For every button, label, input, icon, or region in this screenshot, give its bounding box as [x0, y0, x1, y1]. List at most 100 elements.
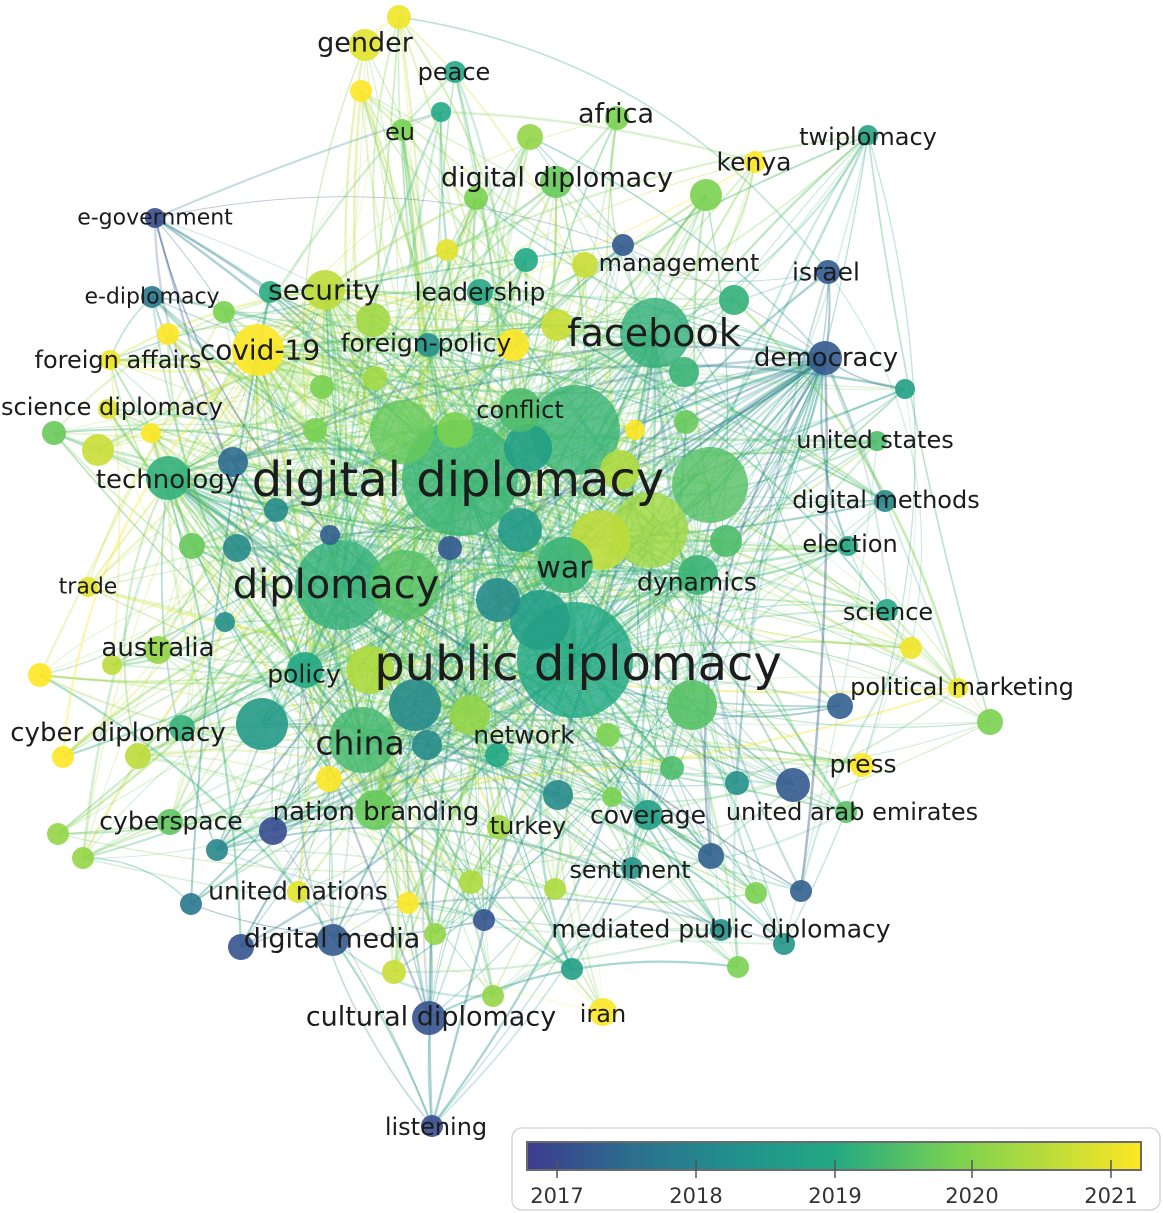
network-node[interactable] — [169, 715, 195, 741]
network-node[interactable] — [498, 508, 542, 552]
network-node[interactable] — [397, 892, 419, 914]
network-node[interactable] — [436, 239, 458, 261]
network-node[interactable] — [320, 525, 340, 545]
network-node[interactable] — [303, 418, 327, 442]
node-cyber-diplomacy[interactable] — [125, 743, 151, 769]
node-cultural-diplomacy[interactable] — [412, 1001, 446, 1035]
node-press[interactable] — [850, 753, 874, 777]
network-node[interactable] — [895, 379, 915, 399]
network-node[interactable] — [602, 787, 622, 807]
network-node[interactable] — [625, 420, 645, 440]
network-node[interactable] — [476, 578, 520, 622]
network-node[interactable] — [667, 680, 717, 730]
network-node[interactable] — [228, 934, 254, 960]
network-node[interactable] — [389, 679, 441, 731]
node-covid-19[interactable] — [232, 324, 284, 376]
network-node[interactable] — [346, 646, 394, 694]
node-democracy[interactable] — [808, 341, 842, 375]
network-node[interactable] — [776, 768, 810, 802]
network-node[interactable] — [28, 663, 52, 687]
network-node[interactable] — [72, 847, 94, 869]
node-turkey[interactable] — [487, 815, 511, 839]
network-node[interactable] — [827, 693, 853, 719]
network-node[interactable] — [719, 285, 749, 315]
node-science[interactable] — [876, 599, 898, 621]
network-node[interactable] — [473, 909, 495, 931]
node-election[interactable] — [838, 536, 858, 556]
network-node[interactable] — [370, 550, 440, 620]
network-node[interactable] — [698, 843, 724, 869]
network-node[interactable] — [510, 590, 570, 650]
node-digital-media[interactable] — [317, 924, 349, 956]
node-united-nations[interactable] — [287, 881, 309, 903]
node-eu[interactable] — [391, 119, 413, 141]
network-node[interactable] — [482, 985, 504, 1007]
node-network[interactable] — [450, 695, 490, 735]
node-management[interactable] — [572, 252, 598, 278]
node-security[interactable] — [305, 270, 345, 310]
node-foreign-policy[interactable] — [416, 333, 440, 357]
network-node[interactable] — [259, 817, 287, 845]
network-node[interactable] — [790, 880, 812, 902]
network-node[interactable] — [612, 234, 634, 256]
network-node[interactable] — [236, 698, 288, 750]
node-political-marketing[interactable] — [948, 678, 968, 698]
network-node[interactable] — [47, 823, 69, 845]
network-node[interactable] — [206, 839, 228, 861]
network-node[interactable] — [82, 434, 114, 466]
network-node[interactable] — [223, 534, 251, 562]
network-node[interactable] — [459, 870, 483, 894]
network-node[interactable] — [437, 412, 473, 448]
node-iran[interactable] — [589, 998, 617, 1026]
node-cyberspace[interactable] — [157, 809, 183, 835]
network-node[interactable] — [424, 923, 446, 945]
network-node[interactable] — [669, 357, 699, 387]
network-node[interactable] — [179, 533, 205, 559]
node-science-diplomacy[interactable] — [98, 399, 118, 419]
node-australia[interactable] — [144, 636, 172, 664]
node-digital-diplomacy[interactable] — [540, 166, 572, 198]
network-node[interactable] — [264, 498, 288, 522]
network-node[interactable] — [745, 882, 767, 904]
network-node[interactable] — [438, 536, 462, 560]
network-node[interactable] — [42, 421, 66, 445]
network-node[interactable] — [612, 492, 688, 568]
network-node[interactable] — [674, 410, 698, 434]
node-facebook[interactable] — [620, 298, 690, 368]
network-node[interactable] — [485, 743, 509, 767]
network-node[interactable] — [727, 956, 749, 978]
node-digital-methods[interactable] — [874, 490, 896, 512]
network-node[interactable] — [561, 958, 583, 980]
node-technology[interactable] — [146, 456, 190, 500]
node-united-arab-emirates[interactable] — [835, 801, 857, 823]
node-china[interactable] — [329, 707, 395, 773]
network-node[interactable] — [672, 447, 748, 523]
network-node[interactable] — [543, 780, 573, 810]
network-node[interactable] — [387, 5, 411, 29]
node-mediated-public-diplomacy[interactable] — [710, 919, 732, 941]
network-node[interactable] — [215, 612, 235, 632]
network-node[interactable] — [514, 248, 538, 272]
network-node[interactable] — [412, 730, 442, 760]
network-node[interactable] — [102, 655, 122, 675]
node-twiplomacy[interactable] — [858, 125, 878, 145]
network-node[interactable] — [725, 771, 749, 795]
node-diplomacy[interactable] — [295, 540, 385, 630]
network-node[interactable] — [382, 960, 406, 984]
node-gender[interactable] — [349, 29, 381, 61]
network-node[interactable] — [900, 637, 922, 659]
network-node[interactable] — [141, 423, 161, 443]
network-node[interactable] — [180, 893, 202, 915]
network-node[interactable] — [363, 366, 387, 390]
network-node[interactable] — [504, 424, 552, 472]
network-node[interactable] — [773, 933, 795, 955]
network-node[interactable] — [213, 301, 235, 323]
network-node[interactable] — [259, 281, 281, 303]
node-sentiment[interactable] — [621, 857, 643, 879]
node-listening[interactable] — [421, 1115, 443, 1137]
network-node[interactable] — [660, 756, 684, 780]
network-node[interactable] — [690, 179, 722, 211]
network-node[interactable] — [977, 709, 1003, 735]
network-node[interactable] — [710, 525, 742, 557]
node-peace[interactable] — [444, 61, 466, 83]
